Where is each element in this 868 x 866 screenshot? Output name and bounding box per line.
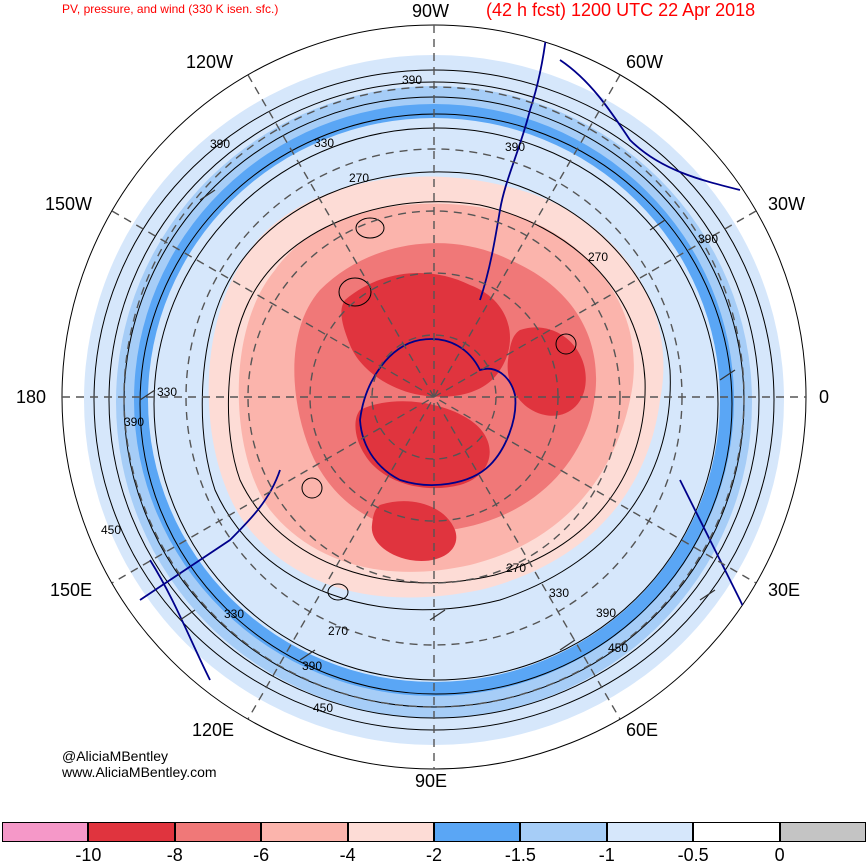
wind-barbs (139, 189, 736, 661)
colorbar-segment (779, 822, 866, 842)
contour-label: 270 (506, 561, 526, 575)
contour-label: 330 (314, 136, 334, 150)
credit-website: www.AliciaMBentley.com (62, 764, 217, 780)
contour-label-group: 390 330 390 270 390 270 330 390 450 270 … (101, 73, 718, 715)
colorbar-segment (261, 822, 348, 842)
contour-label: 270 (328, 624, 348, 638)
contour-label: 450 (313, 701, 333, 715)
pv-negative-core-3 (507, 327, 586, 416)
colorbar-label: -1 (598, 845, 615, 865)
contour-label: 390 (124, 415, 144, 429)
graticule (62, 25, 806, 769)
lon-label-120w: 120W (186, 52, 234, 72)
contour-label: 390 (505, 140, 525, 154)
contour-label: 450 (101, 523, 121, 537)
contour-label: 390 (302, 659, 322, 673)
pv-negative-core-4 (371, 501, 457, 561)
contour-label: 330 (157, 385, 177, 399)
colorbar-label: -6 (253, 845, 270, 865)
lon-label-30w: 30W (768, 194, 806, 214)
lon-label-90e: 90E (415, 771, 448, 791)
lon-label-90w: 90W (412, 1, 450, 21)
lon-label-180: 180 (16, 387, 47, 407)
colorbar-label: -8 (166, 845, 183, 865)
colorbar-label: -10 (75, 845, 102, 865)
contour-label: 450 (608, 641, 628, 655)
lon-label-0: 0 (819, 387, 830, 407)
colorbar-segment (2, 822, 89, 842)
contour-label: 390 (596, 606, 616, 620)
lon-label-150w: 150W (45, 194, 93, 214)
credit-handle: @AliciaMBentley (62, 748, 169, 764)
colorbar-segment (693, 822, 780, 842)
contour-label: 390 (210, 137, 230, 151)
lon-label-60w: 60W (626, 52, 664, 72)
colorbar-segment (520, 822, 607, 842)
colorbar-segment (347, 822, 434, 842)
lon-label-120e: 120E (192, 720, 235, 740)
map-fields (62, 25, 806, 769)
contour-label: 270 (588, 250, 608, 264)
contour-label: 270 (349, 171, 369, 185)
lon-label-150e: 150E (50, 580, 93, 600)
contour-label: 330 (224, 607, 244, 621)
colorbar-label: 0 (774, 845, 785, 865)
lon-label-60e: 60E (626, 720, 659, 740)
colorbar-label: -1.5 (504, 845, 536, 865)
contour-label: 330 (549, 586, 569, 600)
colorbar-label: -2 (425, 845, 443, 865)
map-title-left: PV, pressure, and wind (330 K isen. sfc.… (62, 2, 279, 16)
lon-label-30e: 30E (768, 580, 801, 600)
colorbar-segment (88, 822, 175, 842)
contour-label: 390 (698, 232, 718, 246)
colorbar-segment (434, 822, 521, 842)
colorbar-label: -4 (339, 845, 356, 865)
contour-label: 390 (402, 73, 422, 87)
colorbar-label: -0.5 (677, 845, 709, 865)
map-title-right: (42 h fcst) 1200 UTC 22 Apr 2018 (486, 0, 756, 20)
colorbar-segment (174, 822, 262, 842)
colorbar-segment (606, 822, 694, 842)
